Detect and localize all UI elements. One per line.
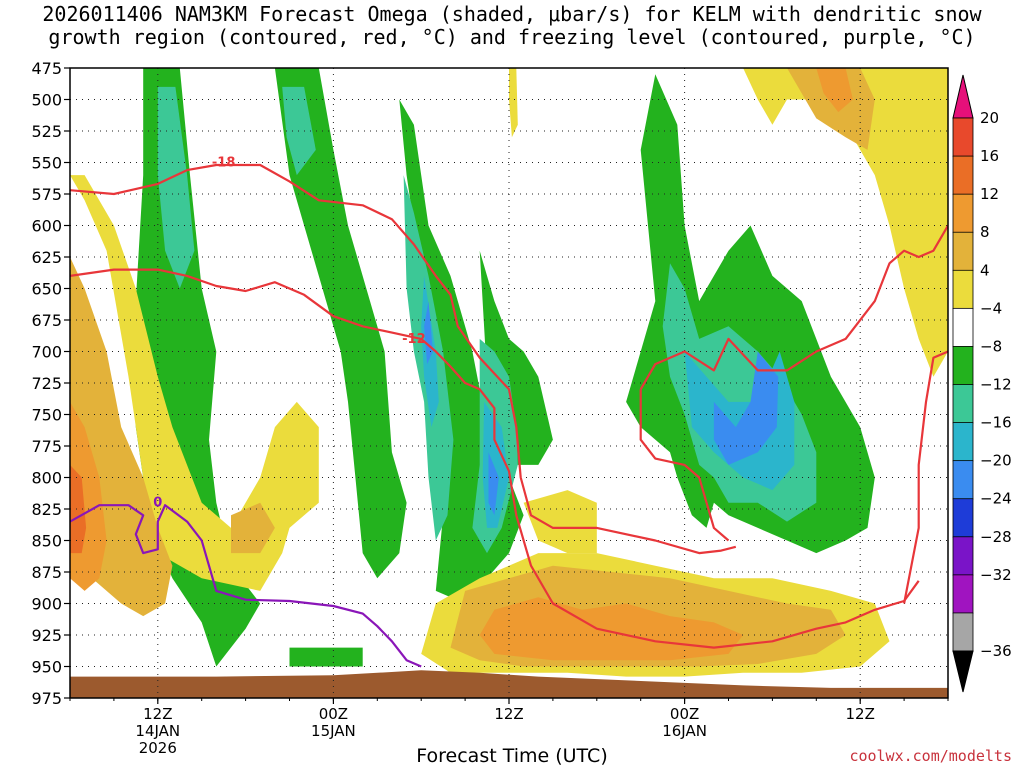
omega-region-25: [231, 502, 275, 554]
colorbar-segment-3: [952, 231, 974, 272]
colorbar-label-9: −20: [980, 452, 1012, 470]
colorbar-segment-2: [952, 193, 974, 234]
colorbar-label-11: −28: [980, 528, 1012, 546]
omega-region-5: [289, 647, 363, 667]
y-tick-label-675: 675: [31, 311, 62, 330]
y-tick-label-500: 500: [31, 91, 62, 110]
x-tick-label-1-1: 15JAN: [311, 722, 356, 740]
colorbar-label-7: −12: [980, 376, 1012, 394]
omega-region-24: [787, 68, 875, 150]
omega-region-20: [523, 490, 597, 554]
y-tick-label-650: 650: [31, 280, 62, 299]
contour-line-5: [70, 504, 422, 668]
colorbar-label-6: −8: [980, 337, 1002, 355]
y-tick-label-625: 625: [31, 248, 62, 267]
x-tick-label-0-0: 12Z: [143, 705, 172, 723]
y-tick-label-750: 750: [31, 406, 62, 425]
y-tick-label-775: 775: [31, 437, 62, 456]
x-axis-label: Forecast Time (UTC): [416, 745, 608, 767]
y-tick-label-575: 575: [31, 185, 62, 204]
omega-region-21: [509, 68, 518, 138]
omega-region-1: [274, 68, 407, 579]
omega-region-6: [157, 86, 195, 289]
chart-title-line-1: 2026011406 NAM3KM Forecast Omega (shaded…: [42, 2, 982, 26]
colorbar-label-2: 12: [980, 185, 999, 203]
colorbar-label-0: 20: [980, 109, 999, 127]
x-tick-label-2-0: 12Z: [494, 705, 523, 723]
colorbar-top-arrow: [952, 74, 974, 119]
y-tick-label-600: 600: [31, 217, 62, 236]
colorbar-label-1: 16: [980, 147, 999, 165]
contour-label-0: -18: [212, 156, 236, 171]
x-tick-label-3-1: 16JAN: [662, 722, 707, 740]
colorbar-segment-10: [952, 498, 974, 538]
y-tick-label-475: 475: [31, 59, 62, 78]
y-tick-label-550: 550: [31, 154, 62, 173]
contour-line-2: [639, 224, 948, 390]
colorbar-segment-7: [952, 384, 974, 424]
colorbar-segment-11: [952, 536, 974, 576]
chart-title-line-2: growth region (contoured, red, °C) and f…: [48, 25, 976, 49]
colorbar-segment-1: [952, 155, 974, 196]
colorbar-label-4: 4: [980, 261, 990, 279]
y-tick-label-525: 525: [31, 122, 62, 141]
omega-region-17: [70, 175, 319, 591]
colorbar-label-5: −4: [980, 299, 1002, 317]
y-tick-label-900: 900: [31, 595, 62, 614]
site-credit[interactable]: coolwx.com/modelts: [849, 747, 1012, 765]
contour-label-1: -12: [402, 332, 426, 347]
x-tick-label-1-0: 00Z: [319, 705, 348, 723]
x-tick-label-0-2: 2026: [139, 739, 177, 757]
y-tick-label-925: 925: [31, 626, 62, 645]
contour-line-3: [639, 389, 730, 542]
x-tick-label-4-0: 12Z: [846, 705, 875, 723]
omega-region-16: [713, 351, 779, 465]
colorbar-segment-8: [952, 422, 974, 462]
colorbar-segment-0: [952, 117, 974, 157]
y-tick-label-875: 875: [31, 563, 62, 582]
colorbar-label-10: −24: [980, 490, 1012, 508]
y-tick-label-800: 800: [31, 469, 62, 488]
colorbar-label-8: −16: [980, 414, 1012, 432]
colorbar-segment-12: [952, 574, 974, 614]
colorbar-label-13: −36: [980, 642, 1012, 660]
omega-region-28: [816, 68, 853, 113]
omega-region-29: [70, 464, 87, 554]
contour-line-0: [70, 163, 737, 555]
terrain-ground: [70, 670, 948, 698]
contour-label-5: 0: [153, 496, 162, 511]
y-tick-label-725: 725: [31, 374, 62, 393]
colorbar-bottom-arrow: [952, 650, 974, 693]
x-tick-label-0-1: 14JAN: [135, 722, 180, 740]
y-tick-label-700: 700: [31, 343, 62, 362]
x-tick-label-3-0: 00Z: [670, 705, 699, 723]
colorbar-label-12: −32: [980, 566, 1012, 584]
y-tick-label-825: 825: [31, 500, 62, 519]
colorbar-segment-9: [952, 460, 974, 500]
contour-line-4: [903, 350, 948, 604]
omega-region-19: [743, 68, 948, 377]
y-tick-label-850: 850: [31, 532, 62, 551]
colorbar-segment-5: [952, 307, 974, 348]
contour-line-1: [70, 268, 920, 649]
y-tick-label-975: 975: [31, 689, 62, 708]
omega-region-4: [626, 74, 875, 554]
colorbar-label-3: 8: [980, 223, 990, 241]
colorbar-segment-6: [952, 346, 974, 386]
colorbar-segment-13: [952, 612, 974, 652]
omega-region-15: [488, 452, 499, 516]
colorbar-segment-4: [952, 269, 974, 310]
y-tick-label-950: 950: [31, 658, 62, 677]
